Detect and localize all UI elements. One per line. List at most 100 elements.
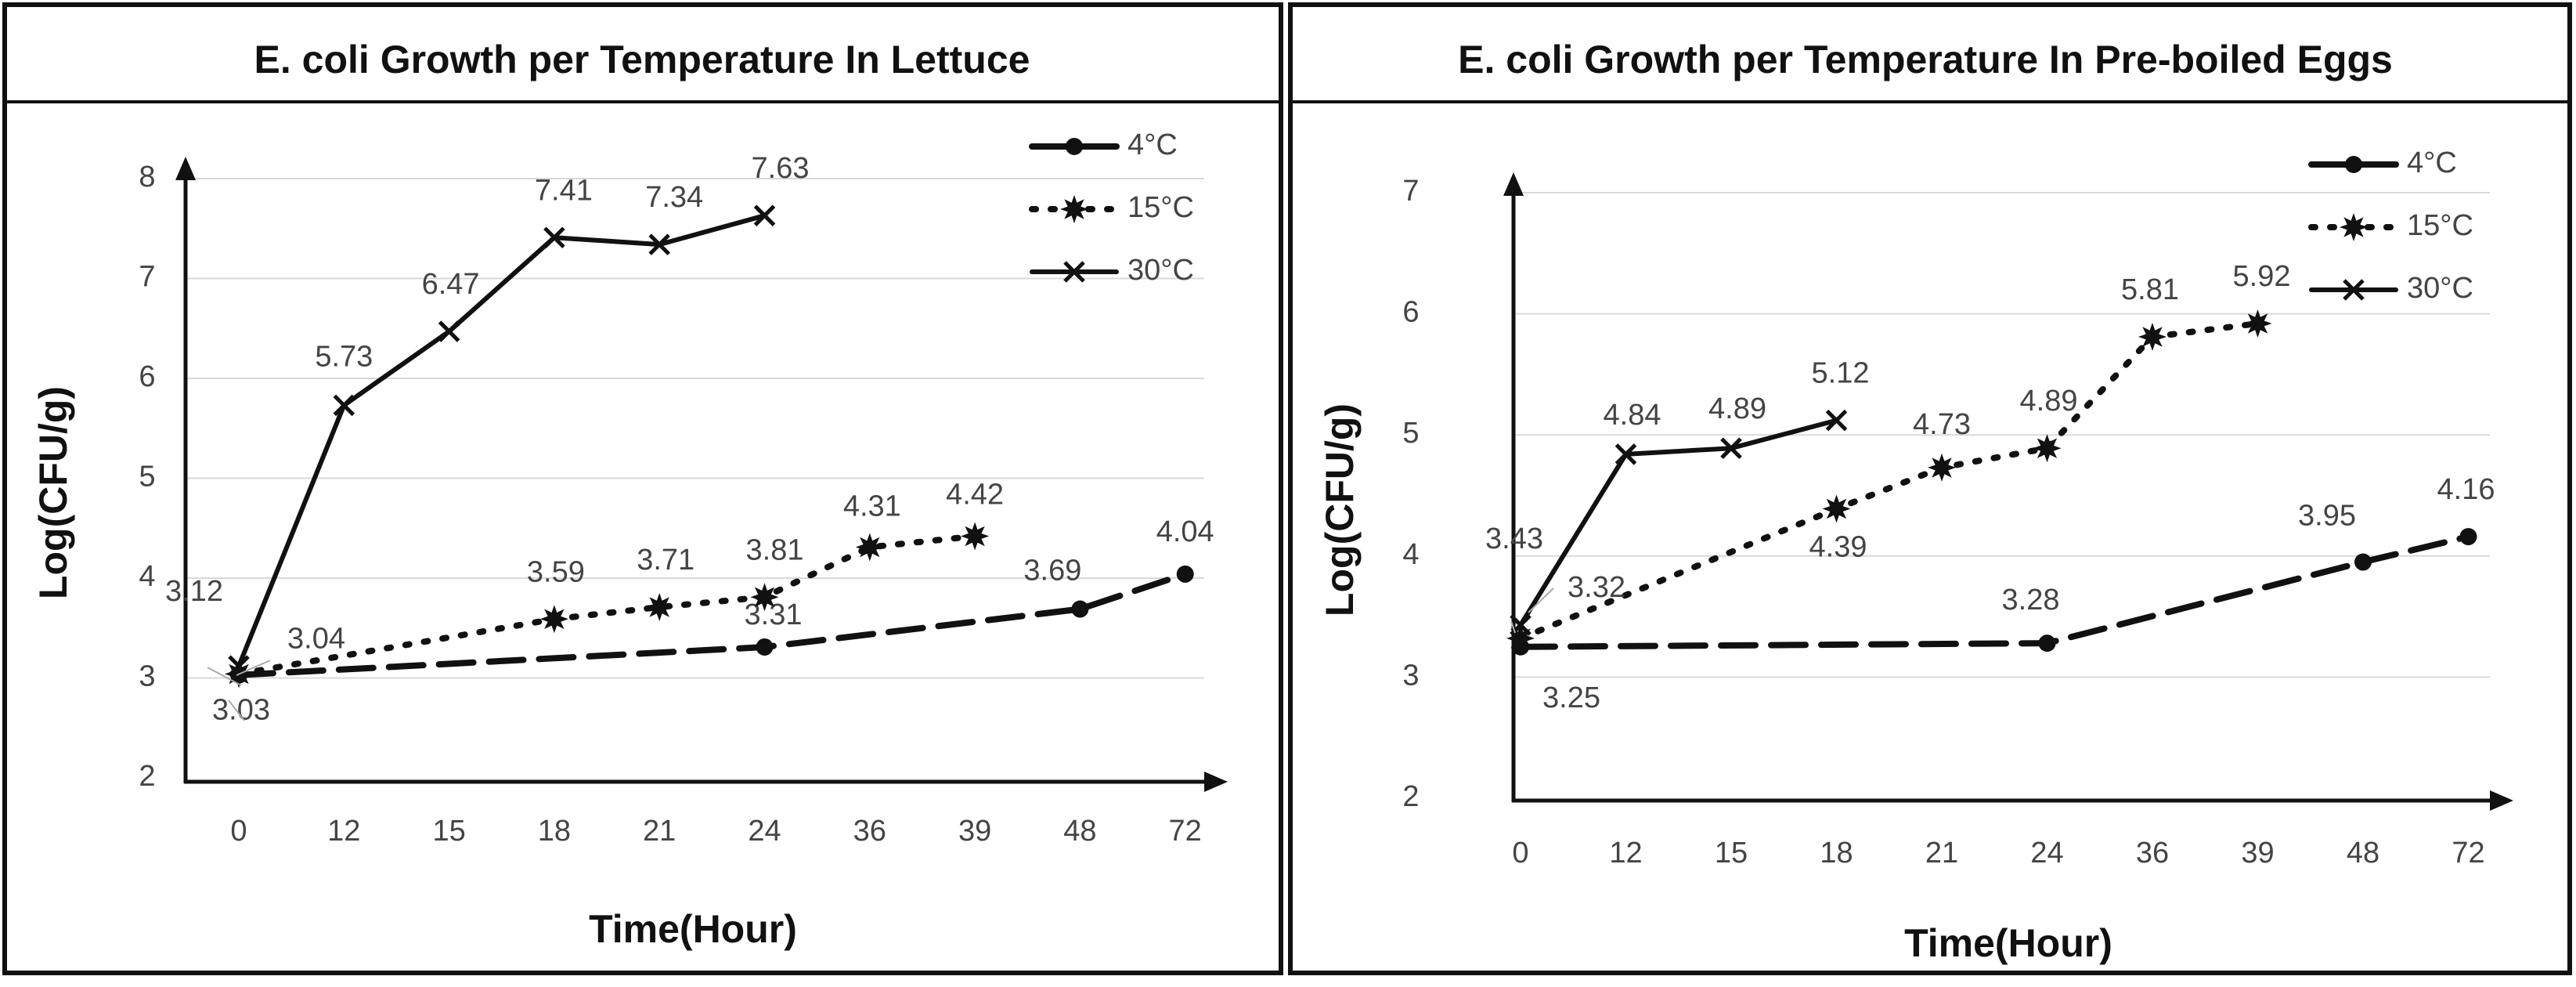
y-tick-label: 6 [1402, 296, 1419, 329]
data-label: 3.32 [1568, 571, 1625, 604]
data-label: 4.73 [1913, 408, 1971, 441]
x-tick-label: 48 [1063, 815, 1096, 848]
x-tick-label: 48 [2347, 837, 2379, 870]
legend-item: 30°C [1030, 254, 1194, 287]
series-line [236, 570, 1189, 678]
series-15CC: 3.32 4.39 4.73 4.89 5.81 5.92 [1506, 260, 2290, 653]
panel-frame [2, 2, 1283, 975]
legend-label: 4°C [1127, 128, 1178, 161]
chart-title: E. coli Growth per Temperature In Pre-bo… [1458, 38, 2393, 81]
data-label: 5.81 [2121, 273, 2179, 306]
x-tick-label: 21 [643, 815, 676, 848]
x-tick-label: 36 [853, 815, 886, 848]
data-label: 7.34 [645, 181, 703, 214]
data-label: 5.92 [2233, 260, 2291, 293]
y-tick-label: 2 [1402, 780, 1419, 813]
series-line [1517, 320, 2261, 642]
series-30CC: 3.12 5.73 6.47 7.41 7.34 7.63 [165, 152, 810, 677]
x-tick-label: 12 [327, 815, 360, 848]
marker-circle [2354, 553, 2372, 571]
marker-x [438, 320, 460, 342]
legend-item: 4°C [2308, 146, 2457, 179]
y-axis-arrow [175, 157, 196, 180]
marker-star [2340, 213, 2368, 241]
x-axis-title: Time(Hour) [1904, 921, 2112, 965]
y-tick-label: 7 [1402, 175, 1419, 208]
legend-label: 30°C [2407, 272, 2473, 305]
label-leader [228, 700, 245, 721]
y-tick-label: 8 [139, 161, 155, 193]
marker-star [855, 533, 884, 562]
data-label: 3.04 [287, 622, 345, 655]
data-label: 3.95 [2298, 500, 2356, 533]
x-tick-label: 18 [538, 815, 571, 848]
y-tick-label: 3 [1402, 659, 1419, 692]
label-leader [207, 667, 242, 686]
data-label: 5.73 [315, 340, 373, 373]
y-axis-arrow [1503, 172, 1524, 196]
marker-star [645, 593, 674, 621]
panel-frame [1288, 2, 2572, 975]
marker-star [539, 605, 568, 634]
legend-label: 15°C [1127, 191, 1194, 224]
legend-item: 4°C [1029, 128, 1178, 161]
marker-circle [1176, 565, 1194, 583]
legend-item: 15°C [2308, 209, 2473, 242]
legend-label: 15°C [2407, 209, 2473, 242]
data-label: 3.25 [1542, 682, 1600, 714]
marker-x [1063, 261, 1085, 283]
data-label: 4.89 [2020, 385, 2078, 418]
marker-circle [2038, 634, 2056, 653]
marker-x [333, 394, 355, 417]
data-label: 3.31 [745, 598, 803, 631]
y-tick-label: 7 [139, 261, 155, 294]
chart-title: E. coli Growth per Temperature In Lettuc… [254, 38, 1030, 81]
data-label: 6.47 [422, 268, 480, 301]
series-4CC: 3.25 3.28 3.95 4.16 [1512, 473, 2495, 714]
marker-circle [1071, 600, 1089, 618]
marker-star [1822, 494, 1851, 523]
series-line [1518, 418, 1839, 627]
legend-item: 30°C [2309, 272, 2473, 305]
marker-star [2243, 309, 2272, 338]
data-label: 7.63 [752, 152, 810, 185]
x-tick-label: 72 [1169, 815, 1202, 848]
marker-star [750, 583, 779, 612]
marker-x [648, 233, 670, 255]
label-leader [236, 660, 271, 676]
data-label: 7.41 [535, 174, 593, 207]
y-tick-label: 4 [1402, 538, 1419, 571]
legend-item: 15°C [1029, 191, 1194, 224]
marker-x [2343, 279, 2365, 301]
x-axis-title: Time(Hour) [589, 907, 797, 951]
data-label: 4.89 [1708, 392, 1766, 425]
marker-circle [1066, 138, 1083, 155]
y-tick-label: 3 [139, 660, 155, 693]
x-tick-label: 36 [2136, 837, 2169, 870]
data-label: 3.71 [637, 544, 695, 577]
marker-circle [2345, 156, 2362, 173]
marker-circle [2459, 528, 2477, 546]
data-label: 3.43 [1485, 522, 1543, 555]
marker-star [1060, 195, 1088, 223]
data-label: 3.81 [746, 533, 804, 566]
marker-star [1506, 624, 1535, 653]
marker-x [1720, 437, 1742, 459]
panel-eggs: E. coli Growth per Temperature In Pre-bo… [1288, 2, 2572, 975]
y-tick-label: 5 [139, 461, 155, 494]
series-line [236, 533, 979, 678]
label-leader [1510, 620, 1516, 634]
marker-star [2033, 434, 2062, 463]
data-label: 3.28 [2002, 584, 2060, 616]
y-tick-label: 5 [1402, 417, 1419, 450]
data-label: 4.04 [1156, 515, 1214, 548]
y-tick-label: 4 [139, 560, 155, 593]
x-tick-label: 15 [432, 815, 465, 848]
data-label: 3.03 [212, 694, 270, 727]
series-30CC: 3.43 4.84 4.89 5.12 [1485, 357, 1869, 636]
data-label: 4.39 [1809, 531, 1867, 564]
marker-star [1928, 453, 1956, 482]
x-tick-label: 0 [230, 815, 247, 848]
